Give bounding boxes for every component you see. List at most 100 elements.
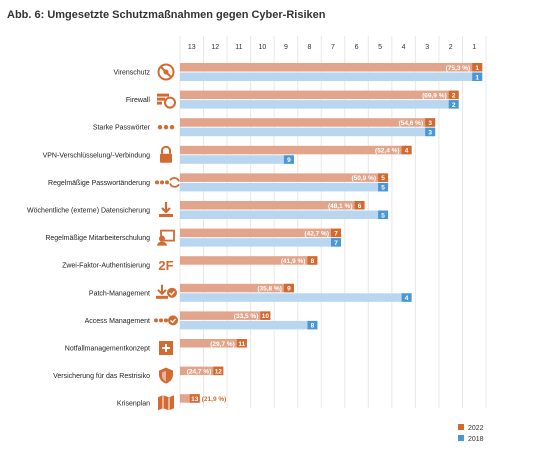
bar-2018 [180,293,412,302]
rank-label-2022: 5 [381,175,385,182]
rank-badge-2018 [307,320,318,330]
x-tick-label: 9 [284,44,288,51]
two-factor-icon: 2F [158,258,173,273]
data-label-2022: (24,7 %) [187,368,212,375]
x-tick-label: 5 [378,44,382,51]
lock-icon [160,145,172,163]
training-icon [157,229,175,246]
svg-text:2F: 2F [158,258,173,273]
map-icon [158,395,174,411]
rank-label-2018: 2 [452,102,456,109]
x-tick-label: 6 [355,44,359,51]
emergency-plan-icon [159,341,173,355]
bar-2018 [180,182,389,192]
x-tick-label: 11 [235,44,242,51]
category-label: Virenschutz [114,70,151,77]
rank-label-2022: 2 [452,92,456,99]
rank-badge-2018 [472,72,483,81]
rank-badge-2022 [189,394,200,403]
bar-2022 [180,145,412,155]
category-label: Versicherung für das Restrisiko [53,373,150,380]
legend-label: 2018 [468,436,484,443]
rank-label-2022: 11 [238,341,245,348]
bar-2022 [180,201,365,210]
rank-label-2022: 10 [262,313,270,320]
x-tick-label: 12 [211,44,219,51]
rank-label-2018: 5 [381,185,385,192]
category-label: Notfallmanagementkonzept [65,346,150,353]
rank-label-2018: 3 [428,130,432,137]
rank-label-2018: 5 [381,212,385,219]
rank-label-2022: 1 [475,65,479,72]
data-label-2022: (41,9 %) [281,258,306,265]
x-tick-label: 4 [402,44,406,51]
patch-icon [156,284,177,299]
data-label-2022: (42,7 %) [304,230,329,237]
legend-swatch [458,435,464,441]
category-label: Regelmäßige Mitarbeiterschulung [45,235,150,242]
x-tick-label: 1 [472,44,476,51]
bar-2022 [180,366,224,376]
bar-2022 [180,311,271,320]
x-tick-label: 10 [258,44,266,51]
category-label: Wöchentliche (externe) Datensicherung [27,208,150,215]
bar-2022 [180,118,436,127]
rank-label-2018: 4 [405,295,409,302]
data-label-2022: (52,4 %) [375,148,400,155]
rank-label-2022: 9 [287,286,291,293]
shield-icon [159,367,173,384]
rank-badge-2022 [307,256,318,265]
firewall-icon [157,93,176,109]
bar-2018 [180,100,459,109]
password-change-icon [155,177,180,188]
rank-badge-2022 [401,145,412,155]
data-label-2022: (48,1 %) [328,203,353,210]
category-label: Access Management [85,318,150,325]
rank-badge-2018 [448,100,459,109]
rank-badge-2022 [354,201,365,210]
category-label: Zwei-Faktor-Authentisierung [62,263,150,270]
category-label: Regelmäßige Passwortänderung [48,180,150,187]
data-label-2022: (54,6 %) [399,120,424,127]
rank-badge-2018 [331,238,341,247]
rank-badge-2022 [260,311,271,320]
virus-icon [157,63,175,81]
rank-badge-2018 [425,127,436,137]
chart-title: Abb. 6: Umgesetzte Schutzmaßnahmen gegen… [7,9,326,21]
bar-2022 [180,90,459,100]
bar-2018 [180,320,318,330]
rank-badge-2022 [472,63,483,72]
x-tick-label: 13 [188,44,196,51]
bar-2018 [180,72,483,81]
bar-2018 [180,210,389,219]
rank-badge-2022 [425,118,436,127]
bar-2022 [180,63,483,72]
bar-2022 [180,173,389,182]
legend: 2022 2018 [458,424,484,443]
rank-badge-2022 [448,90,459,100]
bar-2018 [180,127,436,137]
data-label-2022: (75,3 %) [446,65,471,72]
rank-badge-2022 [283,283,294,293]
password-dots-icon [157,125,175,130]
data-label-2022: (29,7 %) [210,341,235,348]
rank-badge-2018 [401,293,412,302]
rank-badge-2022 [331,228,341,238]
rank-badge-2022 [213,366,224,376]
data-label-2022: (69,9 %) [422,92,447,99]
rank-label-2022: 4 [405,148,409,155]
data-label-2022: (50,9 %) [351,175,376,182]
category-label: Firewall [126,97,151,104]
bar-2022 [180,256,318,265]
rank-label-2018: 1 [475,74,479,81]
rank-badge-2018 [378,210,389,219]
data-label-2022: (35,8 %) [257,286,282,293]
access-icon [154,315,178,326]
bar-2022 [180,228,341,238]
category-label: Patch-Management [89,290,150,297]
download-icon [159,202,173,217]
x-tick-label: 2 [449,44,453,51]
rank-label-2022: 6 [358,203,362,210]
x-tick-label: 8 [308,44,312,51]
